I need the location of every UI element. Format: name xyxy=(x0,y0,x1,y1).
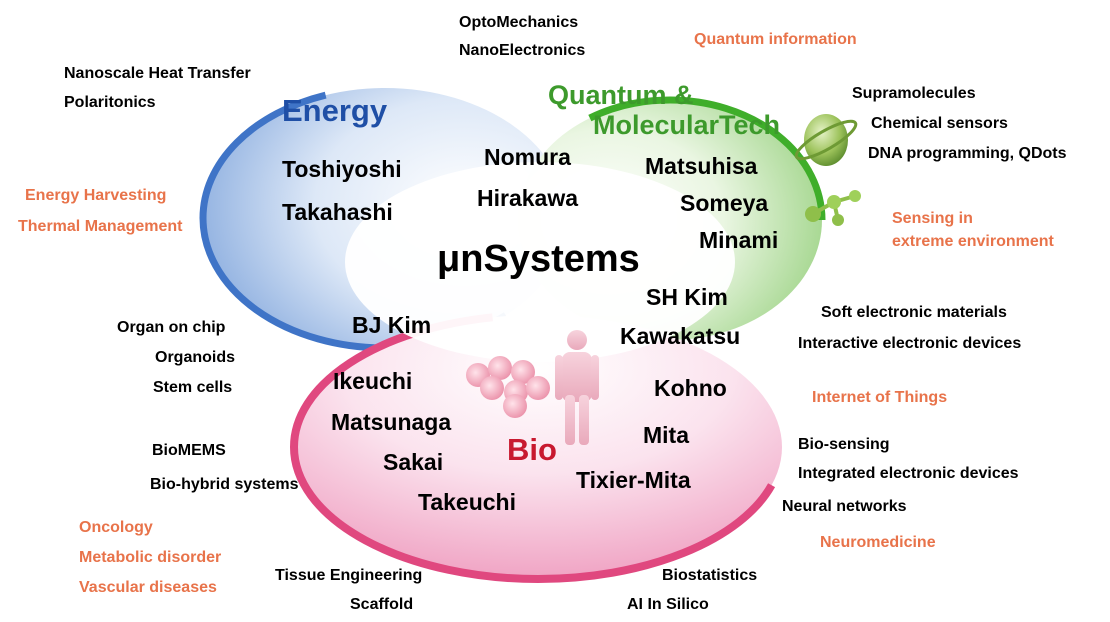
name-hirakawa: Hirakawa xyxy=(477,185,579,211)
name-nomura: Nomura xyxy=(484,144,571,170)
topic-organ-on-chip: Organ on chip xyxy=(117,319,226,336)
topic-bio-sensing: Bio-sensing xyxy=(798,436,890,453)
category-quantum-line1: Quantum & xyxy=(548,80,694,110)
name-kawakatsu: Kawakatsu xyxy=(620,323,741,349)
topic-biohybrid: Bio-hybrid systems xyxy=(150,476,299,493)
topic-stem-cells: Stem cells xyxy=(153,379,233,396)
app-sensing-line1: Sensing in xyxy=(892,210,973,227)
app-neuromedicine: Neuromedicine xyxy=(820,534,936,551)
name-someya: Someya xyxy=(680,190,769,216)
topic-nanoelectronics: NanoElectronics xyxy=(459,42,586,59)
name-takahashi: Takahashi xyxy=(282,199,393,225)
app-iot: Internet of Things xyxy=(812,389,948,406)
topic-soft-materials: Soft electronic materials xyxy=(821,304,1007,321)
name-sakai: Sakai xyxy=(383,449,444,475)
topic-ai-in-silico: AI In Silico xyxy=(627,596,709,613)
name-minami: Minami xyxy=(699,227,779,253)
topic-supramolecules: Supramolecules xyxy=(852,85,976,102)
name-sh-kim: SH Kim xyxy=(646,284,728,310)
app-oncology: Oncology xyxy=(79,519,153,536)
name-kohno: Kohno xyxy=(654,375,727,401)
topic-tissue-engineering: Tissue Engineering xyxy=(275,567,423,584)
name-takeuchi: Takeuchi xyxy=(418,489,516,515)
app-vascular-diseases: Vascular diseases xyxy=(79,579,217,596)
category-energy: Energy xyxy=(282,93,388,128)
name-toshiyoshi: Toshiyoshi xyxy=(282,156,402,182)
bio-lobe xyxy=(290,311,786,583)
topic-chemical-sensors: Chemical sensors xyxy=(871,115,1008,132)
topic-optomechanics: OptoMechanics xyxy=(459,14,579,31)
topic-dna-programming: DNA programming, QDots xyxy=(868,145,1067,162)
app-quantum-information: Quantum information xyxy=(694,31,857,48)
app-sensing-line2: extreme environment xyxy=(892,233,1054,250)
app-metabolic-disorder: Metabolic disorder xyxy=(79,549,222,566)
app-energy-harvesting: Energy Harvesting xyxy=(25,187,167,204)
topic-neural-networks: Neural networks xyxy=(782,498,907,515)
name-mita: Mita xyxy=(643,422,689,448)
name-tixier-mita: Tixier-Mita xyxy=(576,467,691,493)
topic-nanoscale-heat-transfer: Nanoscale Heat Transfer xyxy=(64,65,251,82)
name-bj-kim: BJ Kim xyxy=(352,312,432,338)
molecule-sphere-icon xyxy=(794,114,858,166)
app-thermal-management: Thermal Management xyxy=(18,218,183,235)
cells-icon xyxy=(466,356,550,418)
molecule-icon xyxy=(805,190,861,226)
category-bio: Bio xyxy=(507,432,557,467)
category-quantum-line2: MolecularTech xyxy=(593,110,781,140)
center-overlap xyxy=(345,162,735,362)
topic-interactive-devices: Interactive electronic devices xyxy=(798,335,1022,352)
center-title: μnSystems xyxy=(437,238,640,280)
topic-organoids: Organoids xyxy=(155,349,236,366)
name-matsunaga: Matsunaga xyxy=(331,409,452,435)
topic-integrated-devices: Integrated electronic devices xyxy=(798,465,1019,482)
topic-polaritonics: Polaritonics xyxy=(64,94,156,111)
topic-biomems: BioMEMS xyxy=(152,442,226,459)
name-ikeuchi: Ikeuchi xyxy=(333,368,413,394)
topic-biostatistics: Biostatistics xyxy=(662,567,758,584)
name-matsuhisa: Matsuhisa xyxy=(645,153,758,179)
human-figure-icon xyxy=(555,330,599,445)
topic-scaffold: Scaffold xyxy=(350,596,414,613)
